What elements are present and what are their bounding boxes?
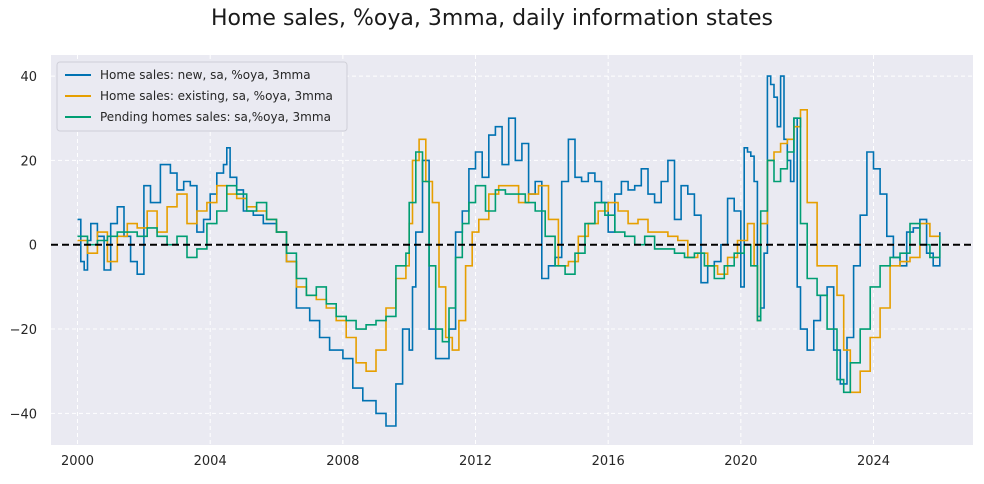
legend: Home sales: new, sa, %oya, 3mma Home sale… (56, 61, 348, 132)
tick-labels: 2000 2004 2008 2012 2016 2020 2024 −40 −20 0 20 40 (10, 70, 890, 469)
legend-box (56, 61, 348, 132)
legend-label: Home sales: existing, sa, %oya, 3mma (100, 89, 333, 103)
legend-label: Pending homes sales: sa,%oya, 3mma (100, 110, 331, 124)
series-line-2 (77, 109, 940, 394)
series-layer (77, 75, 941, 427)
series-line-1 (77, 75, 941, 427)
chart-title: Home sales, %oya, 3mma, daily informatio… (210, 6, 774, 31)
series-line-3 (77, 117, 941, 394)
x-tick-label: 2008 (326, 454, 359, 469)
x-tick-label: 2000 (61, 454, 94, 469)
x-tick-label: 2024 (857, 454, 890, 469)
legend-label: Home sales: new, sa, %oya, 3mma (100, 68, 311, 82)
y-tick-label: −40 (10, 407, 37, 422)
y-tick-label: −20 (10, 323, 37, 338)
x-tick-label: 2012 (459, 454, 492, 469)
y-tick-label: 40 (20, 70, 37, 85)
x-tick-label: 2016 (592, 454, 625, 469)
y-tick-label: 20 (20, 154, 37, 169)
y-tick-label: 0 (29, 239, 37, 254)
x-tick-label: 2004 (194, 454, 227, 469)
x-tick-label: 2020 (724, 454, 757, 469)
